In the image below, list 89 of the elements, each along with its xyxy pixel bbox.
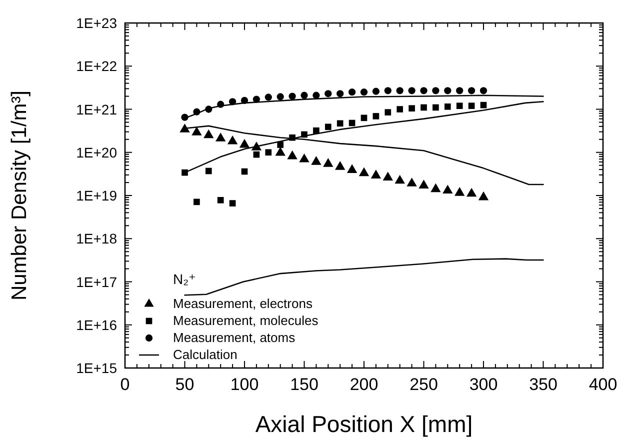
point: [335, 161, 346, 170]
y-tick-label: 1E+19: [76, 188, 118, 204]
x-tick-label: 300: [469, 375, 498, 394]
point: [311, 156, 322, 165]
point: [346, 164, 358, 173]
legend-label: Measurement, electrons: [173, 296, 313, 311]
point: [456, 102, 463, 109]
point: [408, 105, 415, 112]
point: [466, 188, 477, 197]
point: [384, 109, 392, 116]
point: [358, 167, 370, 176]
point: [253, 151, 260, 158]
y-tick-label: 1E+21: [76, 101, 118, 118]
legend-label: Measurement, molecules: [173, 313, 319, 328]
point: [323, 158, 334, 167]
point: [360, 88, 368, 96]
point: [468, 102, 475, 109]
point: [205, 168, 212, 174]
point: [241, 168, 248, 175]
point: [454, 186, 465, 196]
point: [216, 132, 226, 142]
point: [360, 114, 368, 122]
point: [432, 104, 439, 111]
point: [382, 172, 393, 181]
point: [370, 170, 382, 178]
x-tick-label: 250: [410, 375, 438, 394]
point: [442, 184, 453, 194]
point: [312, 92, 320, 99]
legend-title: N₂⁺: [173, 271, 196, 287]
point: [277, 142, 284, 148]
point: [408, 87, 416, 94]
y-tick-label: 1E+22: [76, 58, 118, 74]
y-tick-label: 1E+23: [76, 15, 118, 31]
point: [394, 174, 405, 184]
point: [430, 183, 441, 192]
point: [348, 120, 356, 126]
point: [287, 150, 298, 160]
x-tick-label: 350: [529, 375, 558, 394]
point: [192, 126, 202, 136]
point: [217, 196, 224, 204]
point: [204, 129, 214, 138]
point: [324, 90, 332, 98]
point: [420, 104, 427, 111]
x-axis-title: Axial Position X [mm]: [255, 411, 473, 437]
point: [336, 120, 344, 127]
point: [336, 90, 344, 98]
point: [300, 92, 308, 99]
point: [480, 102, 487, 108]
y-tick-label: 1E+20: [76, 144, 118, 160]
point: [180, 124, 190, 132]
point: [478, 191, 489, 200]
y-axis-title: Number Density [1/m³]: [8, 90, 31, 301]
x-tick-label: 150: [290, 375, 318, 394]
point: [420, 87, 428, 94]
x-tick-label: 0: [120, 375, 130, 394]
legend-label: Measurement, atoms: [173, 330, 296, 345]
point: [288, 92, 296, 100]
point: [276, 93, 284, 100]
point: [299, 153, 310, 162]
point: [444, 103, 451, 110]
x-tick-label: 50: [175, 375, 194, 394]
point: [406, 178, 417, 186]
y-tick-label: 1E+17: [76, 274, 118, 290]
point: [275, 146, 286, 156]
point: [372, 88, 380, 95]
point: [396, 106, 404, 112]
point: [324, 124, 332, 130]
legend-label: Calculation: [173, 347, 238, 362]
point: [372, 113, 380, 120]
y-tick-label: 1E+16: [76, 316, 118, 333]
point: [313, 127, 320, 134]
y-tick-label: 1E+18: [76, 230, 118, 247]
point: [384, 87, 392, 94]
point: [444, 87, 452, 94]
point: [456, 87, 464, 94]
point: [239, 138, 250, 148]
point: [418, 180, 429, 189]
point: [227, 135, 238, 144]
x-tick-label: 400: [588, 375, 618, 394]
point: [468, 87, 476, 94]
point: [480, 87, 488, 94]
x-tick-label: 200: [350, 375, 378, 394]
point: [348, 88, 356, 96]
x-tick-label: 100: [230, 375, 259, 394]
point: [396, 87, 404, 94]
point: [432, 87, 440, 94]
y-tick-label: 1E+15: [76, 360, 118, 376]
point: [265, 149, 272, 156]
point: [264, 94, 272, 101]
